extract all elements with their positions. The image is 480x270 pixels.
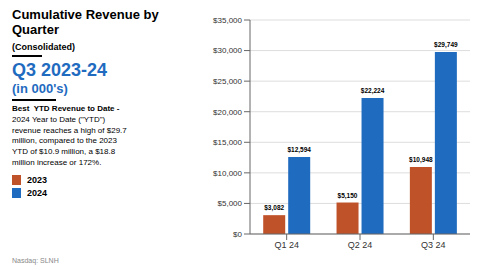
html-text:Best YTD Revenue to Date -: Best YTD Revenue to Date - xyxy=(12,103,120,113)
svg-text:$10,948: $10,948 xyxy=(409,156,433,164)
html-text:(in 000's): (in 000's) xyxy=(12,80,68,96)
svg-text:Q1 24: Q1 24 xyxy=(274,240,299,250)
svg-text:$30,000: $30,000 xyxy=(213,46,242,55)
svg-text:$22,224: $22,224 xyxy=(361,87,385,95)
svg-text:$15,000: $15,000 xyxy=(213,138,242,147)
svg-text:$20,000: $20,000 xyxy=(213,108,242,117)
svg-text:$25,000: $25,000 xyxy=(213,77,242,86)
svg-text:$5,150: $5,150 xyxy=(338,192,358,200)
html-text:Q3 2023-24: Q3 2023-24 xyxy=(12,59,108,80)
html-text:Nasdaq: SLNH: Nasdaq: SLNH xyxy=(12,257,59,264)
svg-text:Q2 24: Q2 24 xyxy=(348,240,373,250)
svg-text:$35,000: $35,000 xyxy=(213,16,242,25)
html-text:2024: 2024 xyxy=(27,187,47,198)
svg-text:$3,082: $3,082 xyxy=(264,204,284,212)
html-text:(Consolidated): (Consolidated) xyxy=(12,41,75,52)
svg-text:Q3 24: Q3 24 xyxy=(421,240,446,250)
svg-text:$0: $0 xyxy=(233,230,242,239)
svg-text:$10,000: $10,000 xyxy=(213,169,242,178)
html-text:2024 Year to Date ("YTD") reve: 2024 Year to Date ("YTD") revenue reache… xyxy=(12,114,127,168)
svg-text:$12,594: $12,594 xyxy=(287,146,311,154)
svg-text:$5,000: $5,000 xyxy=(218,199,243,208)
html-text:Cumulative Revenue by Quarter: Cumulative Revenue by Quarter xyxy=(12,7,159,37)
svg-text:$29,749: $29,749 xyxy=(434,41,458,49)
html-text:2023: 2023 xyxy=(27,174,47,185)
